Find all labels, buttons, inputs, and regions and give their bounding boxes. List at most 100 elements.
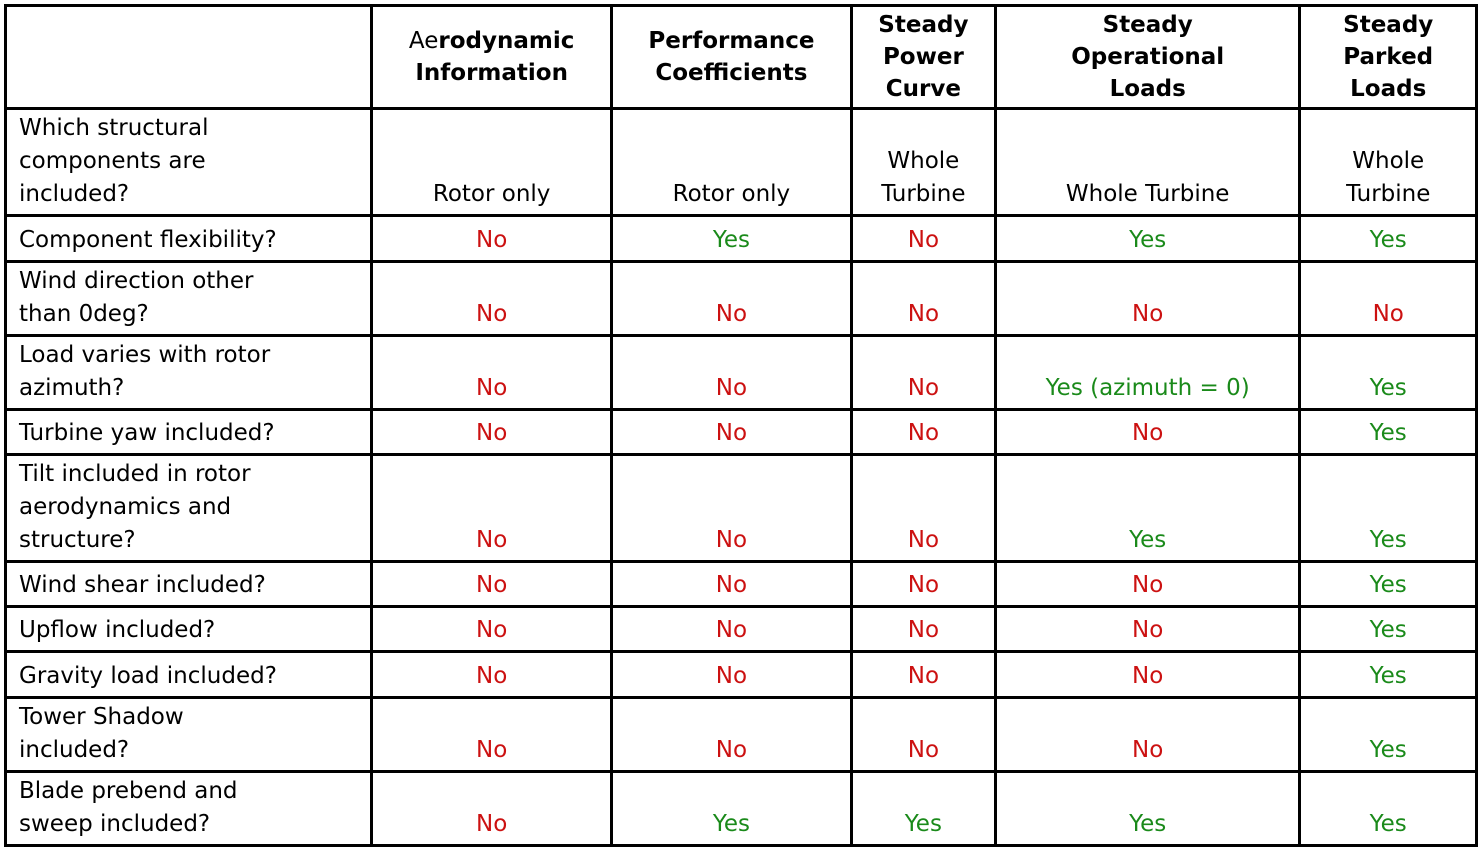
row-label: Gravity load included?: [3, 650, 374, 699]
cell-value: Rotor only: [672, 181, 791, 207]
cell-value: No: [476, 227, 508, 253]
header-regular-prefix: Ae: [408, 28, 439, 54]
cell-r10-c4: Yes: [993, 770, 1302, 847]
cell-value: No: [907, 227, 940, 253]
row-label: Load varies with rotor azimuth?: [3, 334, 374, 411]
cell-r1-c4: Yes: [993, 214, 1302, 263]
table-header: Aerodynamic Information Performance Coeffic…: [3, 4, 1478, 110]
comparison-table: Aerodynamic Information Performance Coeffic…: [3, 4, 1478, 847]
cell-r0-c5: Whole Turbine: [1298, 107, 1478, 217]
cell-value: Yes: [1129, 227, 1167, 253]
column-header-line: Performance: [648, 28, 815, 54]
cell-value: No: [1132, 663, 1164, 689]
cell-r3-c1: No: [370, 334, 614, 411]
row-label-text: Load varies with rotor azimuth?: [19, 342, 271, 401]
row-label-text: Tower Shadow included?: [19, 704, 184, 763]
cell-value: No: [907, 572, 940, 598]
cell-value: No: [476, 572, 508, 598]
cell-value: Yes: [1369, 737, 1407, 763]
cell-value: No: [907, 737, 940, 763]
row-label-text: Wind shear included?: [19, 572, 266, 598]
column-header-performance-coefficients: Performance Coefficients: [610, 4, 853, 110]
row-label-text: Tilt included in rotor aerodynamics and …: [19, 461, 251, 553]
header-bold-rest: rodynamic: [438, 28, 575, 54]
cell-r10-c3: Yes: [849, 770, 997, 847]
cell-value: Yes: [1369, 227, 1407, 253]
table-row-which-structural-components-are-included: Which structural components are included…: [3, 107, 1478, 217]
cell-value: No: [715, 663, 748, 689]
cell-r1-c5: Yes: [1298, 214, 1478, 263]
row-label-text: Upflow included?: [19, 617, 216, 643]
cell-r7-c2: No: [610, 605, 853, 653]
column-header-line: Steady: [1102, 12, 1193, 38]
cell-r5-c5: Yes: [1298, 453, 1478, 563]
column-header-line: Parked: [1343, 44, 1434, 70]
column-header-steady-power-curve: Steady Power Curve: [849, 4, 997, 110]
cell-value: No: [715, 737, 748, 763]
row-label: Wind shear included?: [3, 560, 374, 608]
row-label: Component flexibility?: [3, 214, 374, 263]
table-row-tilt-included-in-rotor-aerodynamics-and-structure: Tilt included in rotor aerodynamics and …: [3, 453, 1478, 563]
cell-r4-c2: No: [610, 408, 853, 456]
cell-r3-c3: No: [849, 334, 997, 411]
cell-value: No: [715, 527, 748, 553]
cell-r0-c3: Whole Turbine: [849, 107, 997, 217]
cell-r2-c5: No: [1298, 260, 1478, 337]
cell-r0-c4: Whole Turbine: [993, 107, 1302, 217]
row-label: Turbine yaw included?: [3, 408, 374, 456]
cell-r9-c1: No: [370, 696, 614, 773]
cell-r10-c1: No: [370, 770, 614, 847]
table-row-turbine-yaw-included: Turbine yaw included? No No No No Yes: [3, 408, 1478, 456]
cell-value: Yes: [1369, 420, 1407, 446]
column-header-line: Coefficients: [655, 60, 808, 86]
cell-r6-c3: No: [849, 560, 997, 608]
row-label: Tilt included in rotor aerodynamics and …: [3, 453, 374, 563]
cell-r9-c3: No: [849, 696, 997, 773]
cell-r8-c1: No: [370, 650, 614, 699]
row-label: Blade prebend and sweep included?: [3, 770, 374, 847]
corner-header-empty: [3, 4, 374, 110]
table-row-blade-prebend-and-sweep-included: Blade prebend and sweep included? No Yes Ye…: [3, 770, 1478, 847]
cell-value: No: [1132, 572, 1164, 598]
cell-r7-c1: No: [370, 605, 614, 653]
cell-r8-c5: Yes: [1298, 650, 1478, 699]
cell-value: No: [907, 301, 940, 327]
cell-r8-c2: No: [610, 650, 853, 699]
cell-r0-c2: Rotor only: [610, 107, 853, 217]
page: Aerodynamic Information Performance Coeffic…: [3, 4, 1478, 847]
column-header-line: Power: [882, 44, 964, 70]
cell-r5-c1: No: [370, 453, 614, 563]
row-label-text: Blade prebend and sweep included?: [19, 778, 238, 837]
row-label: Upflow included?: [3, 605, 374, 653]
header-row: Aerodynamic Information Performance Coeffic…: [3, 4, 1478, 110]
cell-r8-c3: No: [849, 650, 997, 699]
cell-r10-c5: Yes: [1298, 770, 1478, 847]
cell-r2-c4: No: [993, 260, 1302, 337]
cell-r9-c2: No: [610, 696, 853, 773]
row-label-text: Turbine yaw included?: [19, 420, 275, 446]
column-header-line: Aerodynamic: [377, 25, 606, 57]
cell-r6-c1: No: [370, 560, 614, 608]
cell-r1-c3: No: [849, 214, 997, 263]
column-header-aerodynamic-information: Aerodynamic Information: [370, 4, 614, 110]
cell-r2-c3: No: [849, 260, 997, 337]
cell-r5-c3: No: [849, 453, 997, 563]
cell-value: No: [715, 375, 748, 401]
cell-value: Yes: [1369, 617, 1407, 643]
cell-value: No: [476, 527, 508, 553]
table-row-upflow-included: Upflow included? No No No No Yes: [3, 605, 1478, 653]
cell-value: No: [715, 572, 748, 598]
cell-value: Whole Turbine: [1065, 181, 1230, 207]
cell-value: No: [907, 375, 940, 401]
cell-value: No: [476, 375, 508, 401]
row-label-text: Gravity load included?: [19, 663, 277, 689]
table-row-component-flexibility: Component flexibility? No Yes No Yes Yes: [3, 214, 1478, 263]
cell-r2-c1: No: [370, 260, 614, 337]
cell-value: Yes: [1369, 375, 1407, 401]
cell-r3-c4: Yes (azimuth = 0): [993, 334, 1302, 411]
row-label: Which structural components are included…: [3, 107, 374, 217]
cell-r3-c2: No: [610, 334, 853, 411]
cell-value: Yes: [1369, 572, 1407, 598]
column-header-line: Steady: [1343, 12, 1434, 38]
cell-value: No: [476, 617, 508, 643]
